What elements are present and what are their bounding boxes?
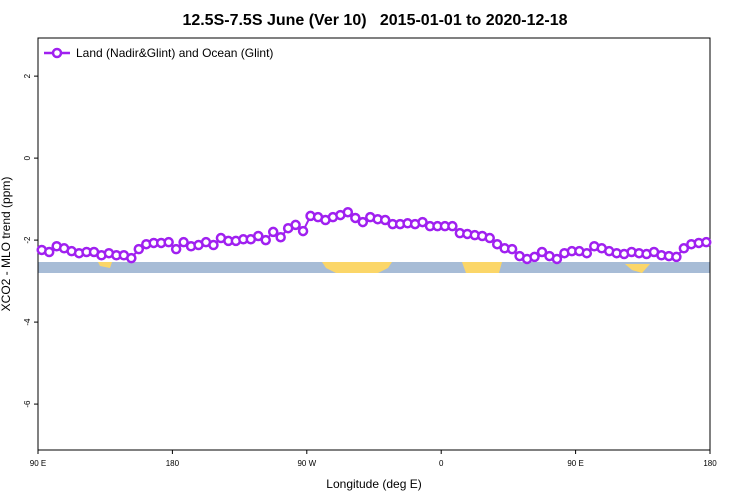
data-point bbox=[417, 216, 428, 228]
data-point bbox=[126, 252, 137, 264]
data-point bbox=[178, 236, 189, 248]
x-axis-label: Longitude (deg E) bbox=[326, 477, 421, 491]
data-point bbox=[163, 236, 174, 248]
data-point bbox=[581, 247, 593, 259]
x-tick-label: 90 E bbox=[567, 459, 583, 468]
y-tick-label: 2 bbox=[23, 73, 32, 78]
x-tick-label: 90 W bbox=[297, 459, 316, 468]
data-point bbox=[342, 206, 354, 218]
y-tick-label: -2 bbox=[23, 236, 32, 244]
legend-label: Land (Nadir&Glint) and Ocean (Glint) bbox=[76, 46, 273, 60]
data-point bbox=[208, 239, 219, 251]
x-tick-label: 180 bbox=[703, 459, 717, 468]
chart-title: 12.5S-7.5S June (Ver 10) 2015-01-01 to 2… bbox=[182, 12, 567, 29]
data-point bbox=[484, 232, 495, 244]
data-point bbox=[170, 243, 182, 255]
land-strip bbox=[322, 262, 392, 273]
data-point bbox=[275, 231, 286, 243]
data-point bbox=[671, 251, 682, 263]
y-tick-label: 0 bbox=[23, 155, 32, 160]
land-strip bbox=[98, 262, 112, 268]
y-axis-label: XCO2 - MLO trend (ppm) bbox=[0, 177, 13, 312]
x-tick-label: 180 bbox=[166, 459, 180, 468]
data-point bbox=[357, 216, 369, 228]
land-ocean-strip bbox=[38, 262, 710, 273]
data-point bbox=[133, 243, 145, 255]
land-strip bbox=[462, 262, 502, 273]
data-point bbox=[253, 230, 264, 242]
data-point bbox=[447, 220, 458, 232]
y-tick-label: -4 bbox=[23, 318, 32, 326]
legend-marker bbox=[51, 47, 63, 59]
data-point bbox=[701, 236, 712, 248]
x-tick-label: 0 bbox=[439, 459, 444, 468]
data-point bbox=[43, 246, 55, 258]
data-point bbox=[297, 225, 309, 237]
data-point bbox=[491, 238, 503, 250]
data-point bbox=[350, 212, 361, 224]
data-point bbox=[536, 246, 548, 258]
data-point bbox=[678, 243, 690, 254]
data-point bbox=[267, 226, 279, 238]
data-point bbox=[551, 253, 563, 265]
data-point bbox=[379, 214, 391, 226]
data-point bbox=[529, 251, 540, 263]
x-tick-label: 90 E bbox=[30, 459, 46, 468]
land-strip bbox=[625, 264, 650, 273]
data-point bbox=[260, 234, 271, 246]
data-point bbox=[290, 219, 301, 231]
data-point bbox=[506, 243, 518, 255]
y-tick-label: -6 bbox=[23, 400, 32, 408]
